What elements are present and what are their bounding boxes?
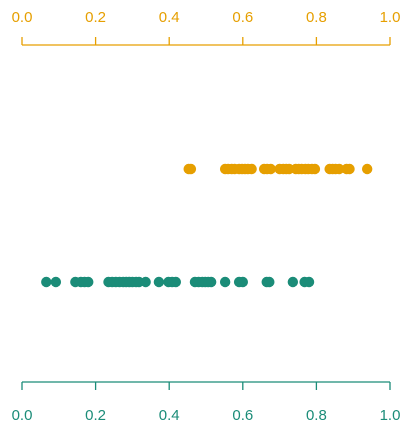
top-axis-tick-label: 0.0 bbox=[12, 9, 33, 26]
data-point-top bbox=[361, 163, 373, 175]
data-point-bottom bbox=[205, 276, 217, 288]
data-point-top bbox=[344, 163, 355, 175]
top-axis-tick-label: 0.2 bbox=[85, 9, 106, 26]
bottom-x-axis: 0.0 0.2 0.4 0.6 0.8 1.0 bbox=[12, 381, 401, 424]
data-point-bottom bbox=[170, 276, 182, 288]
bottom-axis-tick-label: 1.0 bbox=[380, 407, 401, 424]
data-point-top bbox=[185, 163, 197, 175]
data-point-bottom bbox=[153, 276, 165, 288]
bottom-axis-tick-label: 0.4 bbox=[159, 407, 180, 424]
data-point-bottom bbox=[41, 276, 52, 288]
top-axis-tick-label: 0.8 bbox=[306, 9, 327, 26]
data-point-bottom bbox=[237, 276, 248, 288]
data-point-bottom bbox=[303, 276, 315, 288]
data-point-top bbox=[334, 163, 345, 175]
bottom-axis-tick-label: 0.6 bbox=[232, 407, 253, 424]
data-point-top bbox=[246, 163, 257, 175]
top-x-axis: 0.0 0.2 0.4 0.6 0.8 1.0 bbox=[12, 9, 401, 46]
data-point-top bbox=[309, 163, 321, 175]
bottom-axis-tick-label: 0.0 bbox=[12, 407, 33, 424]
data-point-bottom bbox=[50, 276, 62, 288]
data-point-bottom bbox=[219, 276, 231, 288]
data-point-bottom bbox=[140, 276, 151, 288]
data-point-bottom bbox=[264, 276, 275, 288]
data-point-top bbox=[265, 163, 276, 175]
bottom-axis-tick-label: 0.2 bbox=[85, 407, 106, 424]
top-axis-tick-label: 0.4 bbox=[159, 9, 180, 26]
data-point-bottom bbox=[287, 276, 299, 288]
bottom-axis-tick-label: 0.8 bbox=[306, 407, 327, 424]
series-layer bbox=[41, 163, 373, 288]
top-axis-tick-label: 1.0 bbox=[380, 9, 401, 26]
data-point-bottom bbox=[83, 276, 94, 288]
top-axis-tick-label: 0.6 bbox=[232, 9, 253, 26]
